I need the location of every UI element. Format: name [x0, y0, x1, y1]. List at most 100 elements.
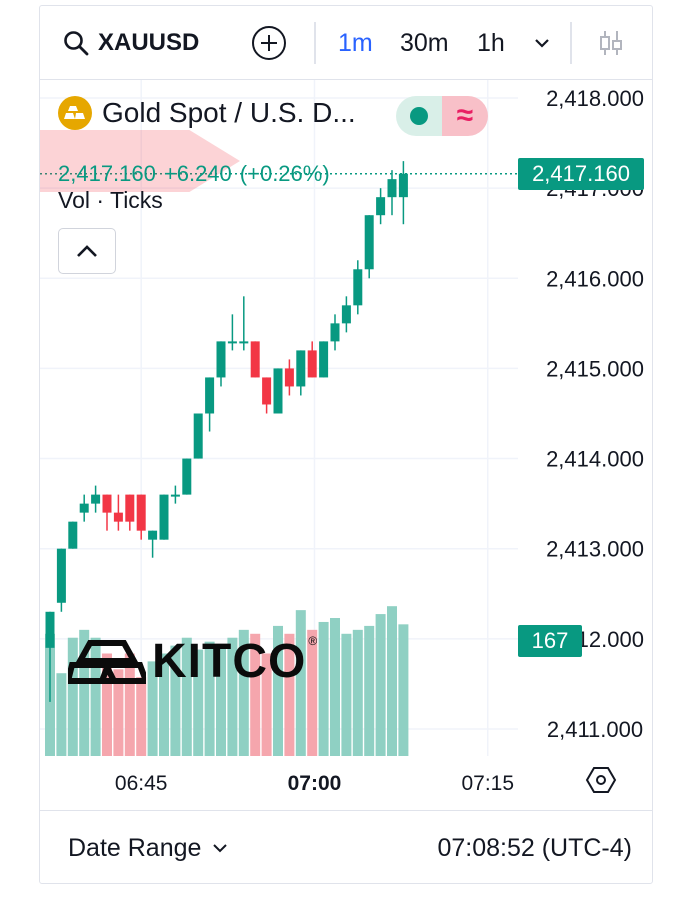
volume-bar [113, 669, 124, 756]
candle-body [182, 458, 192, 495]
volume-bar [341, 633, 352, 756]
candle-body [79, 503, 89, 513]
volume-bar [250, 633, 261, 756]
add-icon [252, 26, 286, 60]
candle-body [136, 494, 146, 531]
kitco-watermark: KITCO ® [68, 634, 317, 689]
volume-bar [216, 645, 226, 756]
time-axis-label: 07:00 [288, 772, 342, 795]
candle-body [273, 368, 283, 414]
candle-body [91, 494, 101, 504]
timeframe-1h[interactable]: 1h [477, 28, 505, 57]
symbol-search[interactable]: XAUUSD [62, 6, 199, 80]
settings-icon-center [596, 775, 606, 785]
volume-bar [181, 637, 192, 756]
volume-bar [375, 614, 386, 756]
compare-button[interactable] [250, 6, 288, 80]
price-axis-label: 2,413.000 [546, 537, 644, 562]
timeframe-dropdown[interactable] [532, 6, 552, 80]
last-price: 2,417.160 [58, 160, 156, 186]
candle-body [364, 215, 374, 270]
indicators-button[interactable] [595, 6, 627, 80]
chevron-up-icon [77, 245, 97, 257]
volume-bar [193, 649, 204, 756]
market-status-toggle[interactable]: ≈ [396, 96, 488, 136]
date-range-label: Date Range [68, 833, 202, 862]
candle-body [205, 377, 215, 414]
candle-body [216, 341, 226, 378]
toolbar-divider [314, 22, 316, 64]
timezone-clock[interactable]: 07:08:52 (UTC-4) [437, 833, 632, 862]
volume-bar [307, 629, 318, 756]
candle-body [262, 377, 272, 405]
candle-body [45, 611, 55, 648]
legend-price-line: 2,417.160 +6.240 (+0.26%) [58, 156, 330, 192]
volume-bar [352, 629, 363, 756]
time-axis-label: 06:45 [115, 772, 168, 795]
candle-body [170, 494, 180, 497]
collapse-legend-button[interactable] [58, 228, 116, 274]
volume-bar [90, 637, 101, 756]
settings-icon [585, 767, 617, 793]
volume-bar [318, 621, 329, 756]
candle-body [193, 413, 203, 459]
indicators-icon [600, 31, 622, 55]
volume-legend[interactable]: Vol · Ticks [58, 187, 163, 213]
volume-bar [273, 625, 283, 756]
timeframe-1m[interactable]: 1m [338, 28, 373, 57]
candle-body [284, 368, 294, 387]
price-change: +6.240 [163, 160, 232, 186]
volume-bar [204, 641, 215, 756]
kitco-logo-icon [68, 639, 146, 684]
candle-body [250, 341, 260, 378]
volume-bar [56, 673, 67, 756]
volume-bar [159, 653, 169, 756]
candle-body [159, 494, 169, 540]
volume-bar [136, 677, 147, 756]
volume-bar [147, 661, 158, 756]
market-open-indicator [396, 96, 442, 136]
symbol-description[interactable]: Gold Spot / U.S. D... [102, 97, 356, 128]
volume-bar [170, 645, 181, 756]
price-axis-label: 2,414.000 [546, 447, 644, 472]
status-dot-icon [410, 107, 428, 125]
volume-bar [79, 629, 90, 756]
volume-bar [102, 653, 112, 756]
chart-legend: Gold Spot / U.S. D... [58, 96, 356, 130]
price-axis-label: 2,416.000 [546, 266, 644, 291]
price-axis-label: 2,415.000 [546, 356, 644, 381]
chevron-down-icon [535, 39, 549, 48]
volume-bar [387, 606, 397, 756]
date-range-button[interactable]: Date Range [68, 834, 229, 863]
volume-bar [330, 618, 340, 756]
candle-body [296, 350, 306, 387]
registered-mark: ® [308, 634, 318, 648]
delayed-data-icon: ≈ [442, 96, 488, 136]
candle-body [387, 179, 397, 198]
candle-body [102, 494, 112, 513]
volume-bar [295, 610, 306, 756]
symbol-name: XAUUSD [98, 29, 200, 56]
candle-body [56, 548, 66, 603]
kitco-wordmark: KITCO [152, 635, 307, 688]
candle-body [239, 341, 249, 344]
candle-body [125, 494, 135, 522]
toolbar-divider [570, 22, 572, 64]
chart-widget: XAUUSD 1m 30m 1h 2 [39, 5, 653, 884]
volume-bar [398, 624, 409, 756]
volume-bar [261, 653, 272, 756]
candle-body [353, 269, 363, 306]
timeframe-30m[interactable]: 30m [400, 28, 449, 57]
volume-bar [227, 637, 238, 756]
candle-body [330, 323, 340, 342]
candle-body [319, 341, 329, 378]
price-axis-label: 2,418.000 [546, 86, 644, 111]
price-change-percent: (+0.26%) [239, 160, 330, 186]
candle-body [307, 350, 317, 378]
candle-body [113, 512, 123, 522]
last-price-tag: 2,417.160 [518, 157, 644, 190]
price-axis-label: 2,411.000 [547, 717, 643, 742]
candle-body [341, 305, 351, 324]
volume-bar [364, 625, 375, 756]
candle-body [68, 521, 78, 549]
